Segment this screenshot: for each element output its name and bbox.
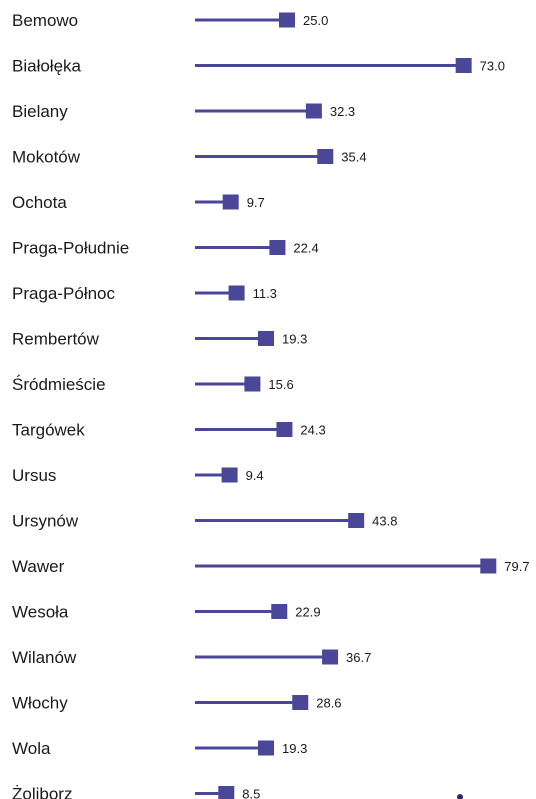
bar-marker [480,558,497,574]
category-label: Włochy [12,694,68,713]
bar-marker [228,285,245,301]
bar-marker [258,331,275,346]
bar-marker [269,240,286,255]
category-label: Żoliborz [12,785,72,799]
bar-marker [258,740,275,756]
category-label: Bielany [12,102,68,121]
bar-marker [276,422,293,437]
category-label: Śródmieście [12,375,106,394]
category-label: Praga-Południe [12,239,129,258]
bar-marker [218,786,235,799]
category-label: Wesoła [12,603,69,622]
bar-marker [221,467,238,483]
value-label: 43.8 [372,514,397,529]
value-label: 32.3 [330,104,355,119]
category-label: Białołęka [12,57,82,76]
chart-rows: Bemowo 25.0 Białołęka 73.0 Bielany 32.3 Mokotó… [12,11,530,799]
category-label: Rembertów [12,330,100,349]
category-label: Ursynów [12,512,79,531]
value-label: 19.3 [282,332,307,347]
category-label: Targówek [12,421,85,440]
stray-dot-mark [457,794,463,799]
category-label: Mokotów [12,148,81,167]
value-label: 79.7 [504,559,529,574]
category-label: Praga-Północ [12,284,116,303]
bar-marker [271,604,288,619]
bar-marker [455,58,472,73]
bar-marker [279,12,295,28]
value-label: 8.5 [242,787,260,799]
bar-marker [244,376,261,392]
value-label: 22.4 [293,241,318,256]
value-label: 11.3 [253,286,277,301]
value-label: 15.6 [268,377,293,392]
bar-marker [317,149,334,164]
value-label: 9.4 [246,468,264,483]
value-label: 25.0 [303,13,328,28]
bar-marker [222,194,239,210]
value-label: 36.7 [346,650,371,665]
category-label: Ochota [12,193,67,212]
bar-marker [305,103,322,119]
value-label: 22.9 [295,605,320,620]
value-label: 9.7 [247,195,265,210]
bar-marker [322,649,339,665]
bar-marker [292,695,309,710]
category-label: Wola [12,739,51,758]
value-label: 19.3 [282,741,307,756]
category-label: Wilanów [12,648,77,667]
value-label: 24.3 [300,423,325,438]
value-label: 73.0 [480,59,505,74]
bar-marker [348,513,365,528]
category-label: Bemowo [12,11,78,30]
value-label: 28.6 [316,696,341,711]
value-label: 35.4 [341,150,366,165]
category-label: Wawer [12,557,65,576]
category-label: Ursus [12,466,56,485]
